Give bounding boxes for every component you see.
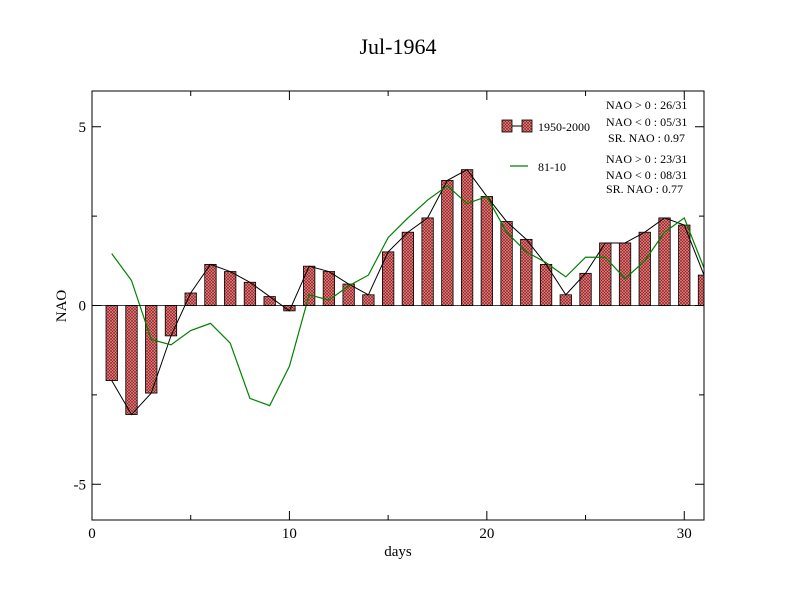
stat-line: SR. NAO : 0.97 xyxy=(608,131,685,145)
bar xyxy=(164,305,178,337)
bar xyxy=(263,296,276,306)
bar xyxy=(520,238,533,306)
stats-block-2: NAO > 0 : 23/31 NAO < 0 : 08/31 SR. NAO … xyxy=(606,152,687,196)
stat-line: SR. NAO : 0.77 xyxy=(606,182,683,196)
bar xyxy=(224,271,237,306)
bar xyxy=(184,292,197,306)
bar xyxy=(303,265,316,306)
bar xyxy=(599,242,612,306)
line-81-10 xyxy=(111,184,705,407)
bar xyxy=(678,224,691,306)
bar xyxy=(105,305,118,381)
stat-line: NAO > 0 : 23/31 xyxy=(606,152,687,166)
legend-label-1950-2000: 1950-2000 xyxy=(538,120,590,134)
bar xyxy=(697,274,705,306)
bar xyxy=(500,221,513,306)
plot-area: 0 10 20 30 -5 0 5 xyxy=(74,90,705,542)
bar xyxy=(460,169,474,306)
stats-block-1: NAO > 0 : 26/31 NAO < 0 : 05/31 SR. NAO … xyxy=(606,98,687,145)
bar xyxy=(342,283,355,306)
stat-line: NAO > 0 : 26/31 xyxy=(606,98,687,112)
bar xyxy=(441,179,454,306)
legend-swatch-1950-2000-b xyxy=(521,119,533,133)
y-tick-label: -5 xyxy=(74,477,87,493)
axis-ticks: 0 10 20 30 -5 0 5 xyxy=(74,91,704,542)
x-axis-label: days xyxy=(384,544,412,560)
chart-title: Jul-1964 xyxy=(360,34,437,59)
bar xyxy=(125,305,138,415)
stat-line: NAO < 0 : 05/31 xyxy=(606,115,687,129)
x-tick-label: 10 xyxy=(282,526,297,542)
bar xyxy=(421,217,434,306)
bar xyxy=(362,294,375,306)
y-axis-label: NAO xyxy=(54,290,70,323)
line-series xyxy=(92,169,705,416)
bar xyxy=(559,294,572,306)
x-tick-label: 0 xyxy=(88,526,96,542)
x-tick-label: 20 xyxy=(479,526,494,542)
legend: 1950-2000 81-10 xyxy=(501,119,590,174)
bar xyxy=(480,196,493,306)
bar-series-1950-2000 xyxy=(105,169,705,415)
bar xyxy=(638,231,651,306)
y-tick-label: 5 xyxy=(79,120,87,136)
y-tick-label: 0 xyxy=(79,299,87,315)
stat-line: NAO < 0 : 08/31 xyxy=(606,168,687,182)
legend-swatch-1950-2000 xyxy=(501,119,513,133)
bar xyxy=(401,231,414,306)
x-tick-label: 30 xyxy=(677,526,692,542)
legend-label-81-10: 81-10 xyxy=(538,160,566,174)
line-1950-2000 xyxy=(111,169,705,416)
bar xyxy=(658,217,671,306)
